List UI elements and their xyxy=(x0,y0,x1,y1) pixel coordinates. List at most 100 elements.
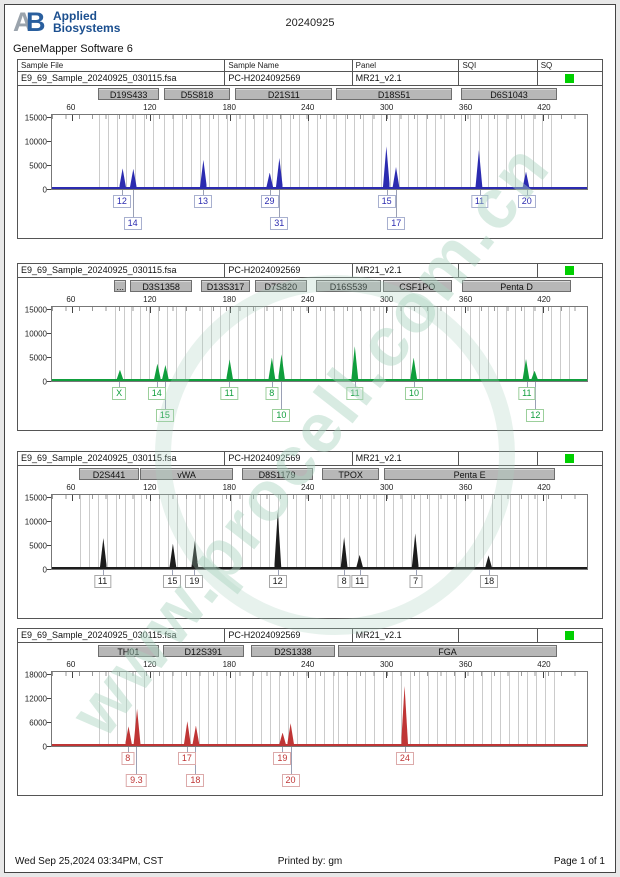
allele-leader-line xyxy=(404,747,406,752)
y-axis: 15000 10000 5000 0 xyxy=(18,493,51,575)
trace-baseline xyxy=(52,187,587,189)
x-axis-labels: 60 120 180 240 300 360 420 xyxy=(51,660,588,671)
x-tick-label: 360 xyxy=(458,295,473,304)
allele-leader-line xyxy=(136,747,138,774)
allele-labels-area: 8 9.3 17 18 19 20 24 xyxy=(51,747,588,793)
marker-pentae: Penta E xyxy=(384,468,555,480)
peak-allele-31 xyxy=(275,158,283,188)
y-tick-mark xyxy=(47,520,51,522)
y-tick-mark xyxy=(47,164,51,166)
peak-allele-18 xyxy=(485,555,493,568)
peak-allele-11 xyxy=(356,554,364,568)
x-minor-ticks xyxy=(52,307,587,311)
sqi-cell xyxy=(459,452,538,465)
allele-label-19: 19 xyxy=(185,575,204,588)
allele-label-7: 7 xyxy=(409,575,423,588)
x-tick-label: 360 xyxy=(458,483,473,492)
allele-leader-line xyxy=(186,747,188,752)
allele-bin-band xyxy=(163,672,245,746)
allele-label-17: 17 xyxy=(177,752,196,765)
allele-leader-line xyxy=(279,190,281,217)
allele-label-8: 8 xyxy=(265,387,279,400)
y-tick-mark xyxy=(47,698,51,699)
x-tick-label: 420 xyxy=(537,103,551,112)
sq-cell xyxy=(538,264,602,277)
allele-leader-line xyxy=(535,382,537,409)
x-tick-label: 240 xyxy=(300,660,315,669)
y-tick-mark xyxy=(47,722,51,723)
sample-name-cell: PC-H2024092569 xyxy=(225,264,353,277)
x-major-tick xyxy=(150,115,152,121)
marker-fga: FGA xyxy=(338,645,557,657)
marker-d2s441: D2S441 xyxy=(79,468,139,480)
allele-label-X: X xyxy=(112,387,127,400)
allele-label-15: 15 xyxy=(155,409,174,422)
electropherogram-panel-blue-channel: Sample File Sample Name Panel SQI SQ E9_69_Sa… xyxy=(17,59,603,239)
allele-label-15: 15 xyxy=(377,195,396,208)
y-axis: 15000 10000 5000 0 xyxy=(18,305,51,387)
x-major-tick xyxy=(229,307,231,313)
x-tick-label: 360 xyxy=(458,660,473,669)
allele-leader-line xyxy=(156,382,158,387)
x-major-tick xyxy=(386,307,388,313)
report-footer: Wed Sep 25,2024 03:34PM, CST Printed by:… xyxy=(15,856,605,867)
allele-label-20: 20 xyxy=(281,774,300,787)
y-tick-label: 15000 xyxy=(24,493,47,503)
peak-allele-17 xyxy=(183,721,191,745)
y-tick-mark xyxy=(47,746,51,747)
plot-wrap: 15000 10000 5000 0 xyxy=(18,493,588,575)
sq-cell xyxy=(538,629,602,642)
x-minor-ticks xyxy=(52,495,587,499)
allele-leader-line xyxy=(102,570,104,575)
x-tick-label: 420 xyxy=(537,295,551,304)
y-tick-label: 0 xyxy=(42,742,47,752)
marker-d21s11: D21S11 xyxy=(235,88,333,100)
x-major-tick xyxy=(386,672,388,678)
x-tick-label: 420 xyxy=(537,660,551,669)
ab-logo-icon: A B xyxy=(13,7,51,37)
y-axis: 18000 12000 6000 0 xyxy=(18,671,51,752)
trace-baseline xyxy=(52,744,587,746)
sample-data-row: E9_69_Sample_20240925_030115.fsa PC-H2024… xyxy=(18,72,602,85)
peak-allele-15 xyxy=(382,146,390,188)
x-major-tick xyxy=(386,115,388,121)
y-tick-mark xyxy=(47,140,51,142)
allele-label-11: 11 xyxy=(93,575,112,588)
allele-leader-line xyxy=(194,570,196,575)
x-tick-label: 180 xyxy=(222,483,236,492)
trace-baseline xyxy=(52,379,587,381)
x-major-tick xyxy=(71,495,73,501)
software-name: GeneMapper Software 6 xyxy=(13,43,133,55)
sample-data-row: E9_69_Sample_20240925_030115.fsa PC-H2024… xyxy=(18,452,602,465)
x-major-tick xyxy=(150,495,152,501)
y-tick-label: 15000 xyxy=(24,113,47,123)
footer-printed-by: Printed by: gm xyxy=(277,856,343,867)
x-major-tick xyxy=(465,495,467,501)
allele-leader-line xyxy=(386,190,388,195)
logo-wordmark: Applied Biosystems xyxy=(53,10,120,34)
peak-allele-11 xyxy=(226,359,234,380)
report-header: A B Applied Biosystems 20240925 GeneMapp… xyxy=(5,5,615,59)
y-tick-mark xyxy=(47,189,51,190)
logo-line2: Biosystems xyxy=(53,21,121,35)
allele-leader-line xyxy=(172,570,174,575)
x-tick-label: 420 xyxy=(537,483,551,492)
peak-allele-8 xyxy=(340,537,348,568)
peak-allele-11 xyxy=(522,358,530,380)
allele-leader-line xyxy=(269,190,271,195)
sqi-cell xyxy=(459,629,538,642)
peak-allele-17 xyxy=(392,166,400,188)
allele-label-11: 11 xyxy=(351,575,369,588)
allele-label-12: 12 xyxy=(526,409,545,422)
allele-label-11: 11 xyxy=(346,387,364,400)
allele-leader-line xyxy=(281,382,283,409)
allele-label-11: 11 xyxy=(220,387,238,400)
x-tick-label: 300 xyxy=(379,295,394,304)
allele-label-14: 14 xyxy=(123,217,142,230)
sample-name-cell: PC-H2024092569 xyxy=(225,72,353,85)
y-tick-label: 5000 xyxy=(29,161,47,171)
y-tick-label: 0 xyxy=(42,377,47,387)
logo-letter-a: A xyxy=(13,7,33,37)
y-tick-label: 10000 xyxy=(24,137,47,147)
plot-area xyxy=(51,494,588,570)
